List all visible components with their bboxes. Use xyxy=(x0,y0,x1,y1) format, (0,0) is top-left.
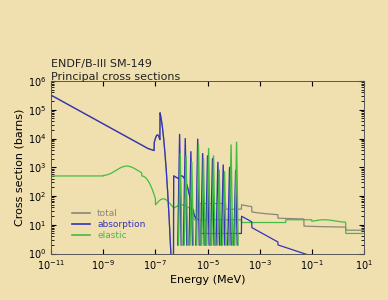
X-axis label: Energy (MeV): Energy (MeV) xyxy=(170,275,245,285)
Legend: total, absorption, elastic: total, absorption, elastic xyxy=(68,205,149,244)
Text: Principal cross sections: Principal cross sections xyxy=(51,72,180,82)
Text: ENDF/B-III SM-149: ENDF/B-III SM-149 xyxy=(51,58,152,69)
Y-axis label: Cross section (barns): Cross section (barns) xyxy=(15,109,25,226)
